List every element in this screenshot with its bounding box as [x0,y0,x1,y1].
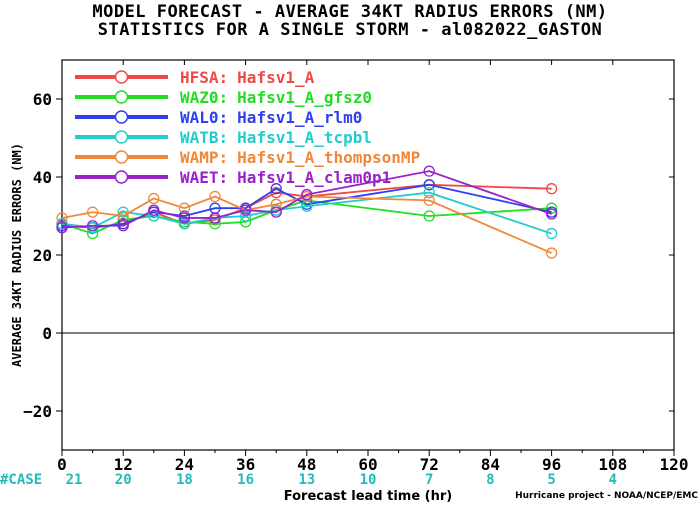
data-point [239,204,252,216]
legend-marker [114,130,129,144]
x-tick-label: 36 [236,455,255,474]
data-point [117,220,129,232]
case-count: 21 [66,472,83,488]
legend-marker [114,70,129,84]
data-point [86,206,99,218]
case-count: 4 [609,472,617,488]
series-waet [56,165,558,234]
data-point [423,210,435,222]
data-point [270,183,282,195]
legend-entry: WAZ0: Hafsv1_A_gfsz0 [75,88,372,107]
legend-label: WAMP: Hafsv1_A_thompsonMP [180,148,420,167]
data-point [148,192,160,205]
data-point [209,212,221,224]
x-tick-label: 60 [358,455,377,474]
legend-entry: WATB: Hafsv1_A_tcpbl [75,128,372,147]
legend-code: WAZ0: [180,88,228,107]
case-count: 8 [486,472,494,488]
x-tick-label: 48 [297,455,316,474]
legend-name: Hafsv1_A_gfsz0 [237,88,372,107]
y-tick-label: 0 [42,324,52,343]
legend-entry: HFSA: Hafsv1_A [75,68,315,87]
data-point [423,179,435,191]
legend-code: HFSA: [180,68,228,87]
legend-code: WAL0: [180,108,228,127]
legend-marker [114,90,129,104]
credit-text: Hurricane project - NOAA/NCEP/EMC [515,491,698,501]
legend-code: WATB: [180,128,228,147]
series-line [61,195,552,254]
data-point [423,186,435,199]
legend-marker [114,170,129,184]
legend-name: Hafsv1_A [237,68,314,87]
legend-label: WATB: Hafsv1_A_tcpbl [180,128,372,147]
legend-label: WAET: Hafsv1_A_clam0p1 [180,168,391,187]
y-axis-label: AVERAGE 34KT RADIUS ERRORS (NM) [10,143,24,367]
legend-code: WAET: [180,168,228,187]
data-point [270,206,282,218]
y-tick-label: 40 [33,168,52,187]
legend-name: Hafsv1_A_rlm0 [237,108,362,127]
data-point [423,165,435,177]
legend-label: WAL0: Hafsv1_A_rlm0 [180,108,362,127]
case-count: 20 [115,472,132,488]
data-point [545,183,558,195]
y-tick-label: 60 [33,90,52,109]
case-count: 7 [425,472,433,488]
x-tick-label: 96 [542,455,561,474]
y-tick-label: −20 [23,402,52,421]
legend-marker [114,110,129,124]
data-point [56,222,68,234]
x-axis-label: Forecast lead time (hr) [284,489,452,504]
case-count: 5 [547,472,555,488]
legend-entry: WAMP: Hafsv1_A_thompsonMP [75,148,420,167]
series-wamp [56,190,558,259]
legend-name: Hafsv1_A_clam0p1 [237,168,391,187]
case-count: 13 [298,472,315,488]
data-point [209,190,221,203]
data-point [301,188,313,201]
x-tick-label: 12 [114,455,133,474]
data-point [545,247,558,259]
data-point [56,218,68,230]
data-point [270,198,282,210]
data-point [545,227,558,240]
chart-subtitle: STATISTICS FOR A SINGLE STORM - al082022… [97,20,603,40]
case-count: 10 [360,472,377,488]
legend-entry: WAL0: Hafsv1_A_rlm0 [75,108,362,127]
legend-label: HFSA: Hafsv1_A [180,68,315,87]
case-row-label: #CASE [0,472,42,488]
case-count: 16 [237,472,254,488]
data-point [86,220,99,232]
series-line [61,170,552,229]
legend-marker [114,150,129,164]
data-point [423,194,435,207]
legend-name: Hafsv1_A_tcpbl [237,128,372,147]
x-tick-label: 24 [175,455,194,474]
legend-name: Hafsv1_A_thompsonMP [237,148,420,167]
case-count: 18 [176,472,193,488]
legend-entry: WAET: Hafsv1_A_clam0p1 [75,168,391,187]
data-point [178,212,191,224]
y-tick-label: 20 [33,246,52,265]
x-tick-label: 0 [57,455,67,474]
legend-label: WAZ0: Hafsv1_A_gfsz0 [180,88,372,107]
legend-code: WAMP: [180,148,228,167]
x-tick-label: 84 [481,455,500,474]
x-tick-label: 72 [420,455,439,474]
chart-title: MODEL FORECAST - AVERAGE 34KT RADIUS ERR… [92,2,608,22]
x-tick-label: 108 [598,455,627,474]
data-point [545,208,558,220]
x-tick-label: 120 [660,455,689,474]
data-point [148,204,160,216]
